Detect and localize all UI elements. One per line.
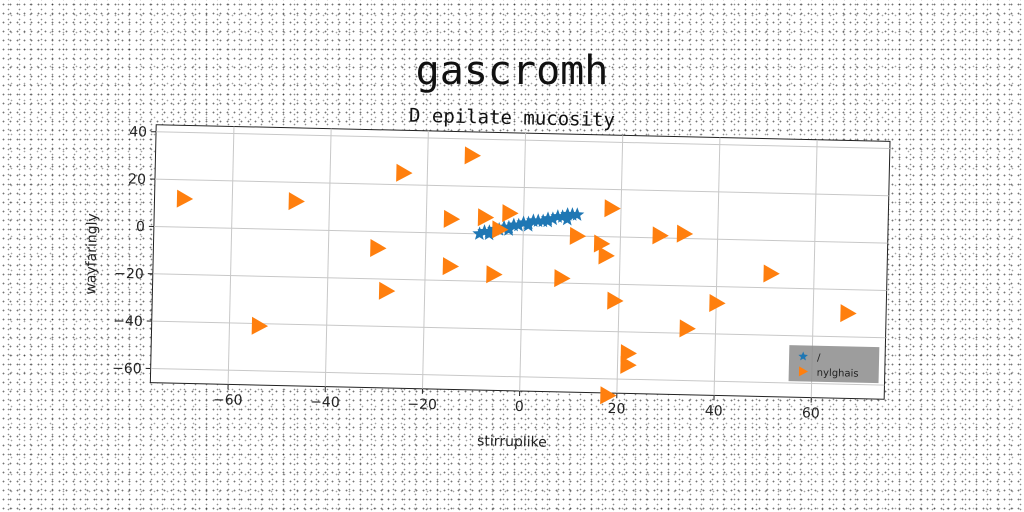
triangle-point xyxy=(486,265,503,284)
triangle-point xyxy=(652,226,669,245)
legend: / nylghais xyxy=(788,345,880,384)
star-point xyxy=(482,226,497,241)
x-tick-label: −40 xyxy=(310,394,340,411)
triangle-point xyxy=(396,163,413,182)
triangle-point xyxy=(492,220,509,239)
triangle-point xyxy=(176,189,194,208)
star-point xyxy=(472,226,487,240)
triangle-point xyxy=(676,224,694,243)
triangle-point xyxy=(679,319,696,338)
x-grid-line xyxy=(324,128,332,387)
x-tick-label: 40 xyxy=(705,403,723,419)
x-tick-label: −20 xyxy=(407,396,437,413)
triangle-point xyxy=(370,238,387,257)
grid-lines xyxy=(150,126,890,398)
y-axis-ticks: 40 20 0 −20 −40 −60 xyxy=(112,124,157,378)
star-point xyxy=(555,209,570,223)
y-grid-line xyxy=(151,320,886,339)
triangle-point xyxy=(288,192,305,211)
star-point xyxy=(540,213,556,228)
legend-triangle-icon xyxy=(798,366,809,377)
series-layer xyxy=(176,146,857,405)
x-grid-line xyxy=(713,137,721,396)
legend-label: nylghais xyxy=(817,368,859,380)
triangle-point xyxy=(604,199,621,218)
triangle-point xyxy=(620,344,637,363)
x-tick-label: 0 xyxy=(515,399,524,415)
y-grid-line xyxy=(150,367,885,386)
y-axis-label: wayfaringly xyxy=(83,213,100,295)
y-tick-label: −40 xyxy=(113,313,143,330)
triangle-point xyxy=(477,208,495,227)
triangle-point xyxy=(607,291,624,310)
chart-subtitle: D epilate mucosity xyxy=(409,105,615,132)
y-grid-line xyxy=(156,131,890,149)
triangle-point xyxy=(709,293,726,312)
triangle-point xyxy=(763,264,780,283)
y-tick-label: 20 xyxy=(128,172,146,188)
plot-background xyxy=(149,124,891,400)
legend-star-icon xyxy=(798,351,808,361)
triangle-point xyxy=(593,234,611,253)
triangle-point xyxy=(840,304,857,323)
y-tick-label: 40 xyxy=(129,124,147,140)
legend-label: / xyxy=(817,353,821,364)
chart-title: gascromh xyxy=(416,48,609,94)
x-grid-line xyxy=(227,126,235,385)
x-grid-line xyxy=(616,135,624,394)
triangle-point xyxy=(502,204,519,223)
x-grid-line xyxy=(421,130,429,389)
triangle-point xyxy=(620,355,637,374)
y-grid-line xyxy=(153,225,888,244)
triangle-point xyxy=(600,386,617,405)
x-axis-label: stirruplike xyxy=(477,433,547,451)
x-grid-line xyxy=(519,133,527,392)
triangle-point xyxy=(251,316,269,335)
y-tick-label: 0 xyxy=(136,219,145,235)
star-point xyxy=(560,211,575,226)
plot-area: −60 −40 −20 0 20 40 60 40 20 0 −20 −40 −60 / nylghai… xyxy=(112,124,891,422)
triangle-point xyxy=(569,226,587,245)
y-grid-line xyxy=(154,178,889,197)
triangle-point xyxy=(598,246,615,265)
triangle-point xyxy=(378,281,396,300)
y-tick-label: −20 xyxy=(114,266,144,283)
triangle-point xyxy=(443,209,461,228)
x-tick-label: 20 xyxy=(607,401,625,417)
x-axis-ticks: −60 −40 −20 0 20 40 60 xyxy=(213,384,820,422)
star-point xyxy=(501,222,516,236)
x-tick-label: −60 xyxy=(213,392,243,409)
triangle-point xyxy=(554,269,571,288)
y-tick-label: −60 xyxy=(112,361,142,378)
star-point xyxy=(521,217,536,232)
x-tick-label: 60 xyxy=(802,405,820,421)
y-grid-line xyxy=(152,273,887,291)
triangle-point xyxy=(464,146,481,165)
triangle-point xyxy=(442,257,460,276)
legend-box xyxy=(788,345,880,384)
